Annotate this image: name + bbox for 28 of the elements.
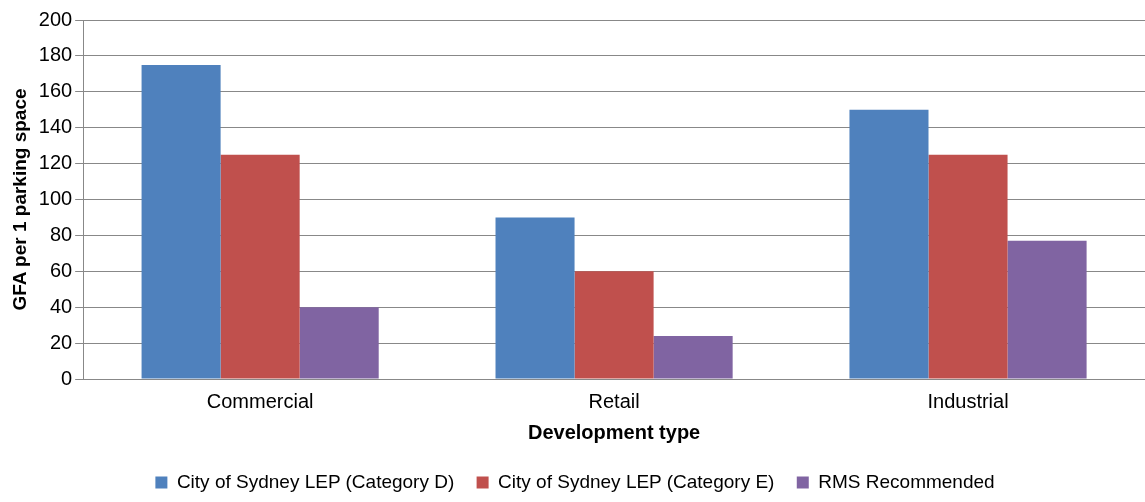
y-tick-label: 80 xyxy=(49,222,73,245)
legend-label: RMS Recommended xyxy=(818,470,995,492)
x-axis-title: Development type xyxy=(527,420,701,443)
bar xyxy=(220,154,300,379)
y-tick-label: 200 xyxy=(38,7,73,30)
bar xyxy=(495,217,575,379)
bar xyxy=(928,154,1008,379)
y-tick-label: 40 xyxy=(49,294,73,317)
y-axis-title: GFA per 1 parking space xyxy=(8,88,30,311)
bar xyxy=(849,109,929,379)
y-tick-label: 120 xyxy=(38,151,73,174)
y-tick-label: 160 xyxy=(38,79,73,102)
y-tick-label: 140 xyxy=(38,115,73,138)
bar xyxy=(574,271,654,379)
x-tick-label: Commercial xyxy=(206,389,314,412)
y-tick-label: 20 xyxy=(49,330,73,353)
y-tick-label: 0 xyxy=(61,366,73,389)
x-tick-label: Industrial xyxy=(927,389,1009,412)
y-tick-label: 60 xyxy=(49,258,73,281)
bar xyxy=(141,64,221,379)
y-tick-label: 180 xyxy=(38,43,73,66)
y-tick-label: 100 xyxy=(38,187,73,210)
bar xyxy=(299,307,379,379)
x-tick-label: Retail xyxy=(588,389,640,412)
legend-label: City of Sydney LEP (Category E) xyxy=(498,470,775,492)
bar xyxy=(653,335,733,379)
legend-label: City of Sydney LEP (Category D) xyxy=(176,470,455,492)
bar xyxy=(1007,240,1087,379)
